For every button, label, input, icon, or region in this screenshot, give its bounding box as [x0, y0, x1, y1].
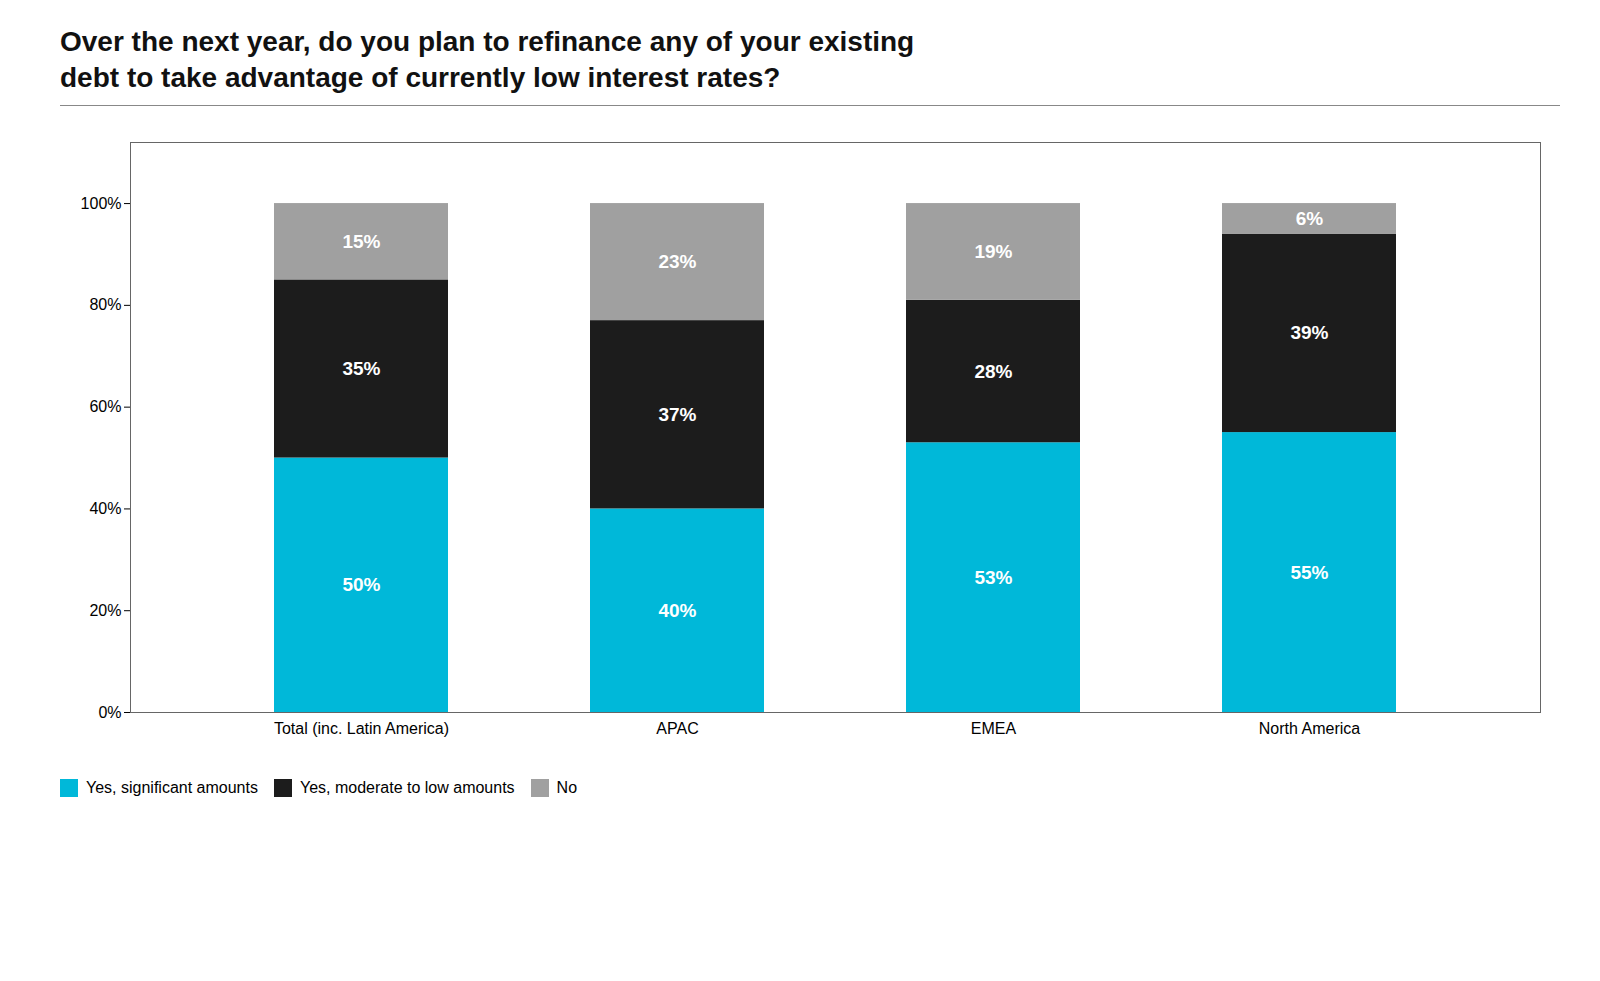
- svg-text:15%: 15%: [342, 231, 380, 252]
- svg-text:100%: 100%: [81, 194, 122, 211]
- svg-text:35%: 35%: [342, 358, 380, 379]
- svg-text:Total (inc. Latin America): Total (inc. Latin America): [274, 720, 449, 737]
- html-text:Yes, moderate to low amounts: Yes, moderate to low amounts: [300, 779, 515, 797]
- svg-text:80%: 80%: [89, 296, 121, 313]
- html-text:No: No: [556, 779, 577, 797]
- html-text:Yes, significant amounts: Yes, significant amounts: [86, 779, 258, 797]
- svg-text:28%: 28%: [974, 360, 1012, 381]
- svg-text:6%: 6%: [1296, 208, 1324, 229]
- html-text:Over the next year, do you pla: Over the next year, do you plan to refin…: [60, 26, 915, 57]
- svg-text:60%: 60%: [89, 398, 121, 415]
- svg-text:APAC: APAC: [656, 720, 698, 737]
- svg-text:20%: 20%: [89, 602, 121, 619]
- svg-text:39%: 39%: [1290, 322, 1328, 343]
- html-text:debt to take advantage of curr: debt to take advantage of currently low …: [60, 62, 781, 94]
- svg-text:37%: 37%: [658, 404, 696, 425]
- svg-text:EMEA: EMEA: [971, 720, 1017, 737]
- svg-text:40%: 40%: [89, 500, 121, 517]
- svg-text:North America: North America: [1259, 720, 1360, 737]
- svg-text:50%: 50%: [342, 574, 380, 595]
- svg-text:40%: 40%: [658, 600, 696, 621]
- svg-text:23%: 23%: [658, 251, 696, 272]
- svg-text:19%: 19%: [974, 241, 1012, 262]
- svg-text:55%: 55%: [1290, 561, 1328, 582]
- svg-text:0%: 0%: [98, 703, 121, 720]
- svg-text:53%: 53%: [974, 566, 1012, 587]
